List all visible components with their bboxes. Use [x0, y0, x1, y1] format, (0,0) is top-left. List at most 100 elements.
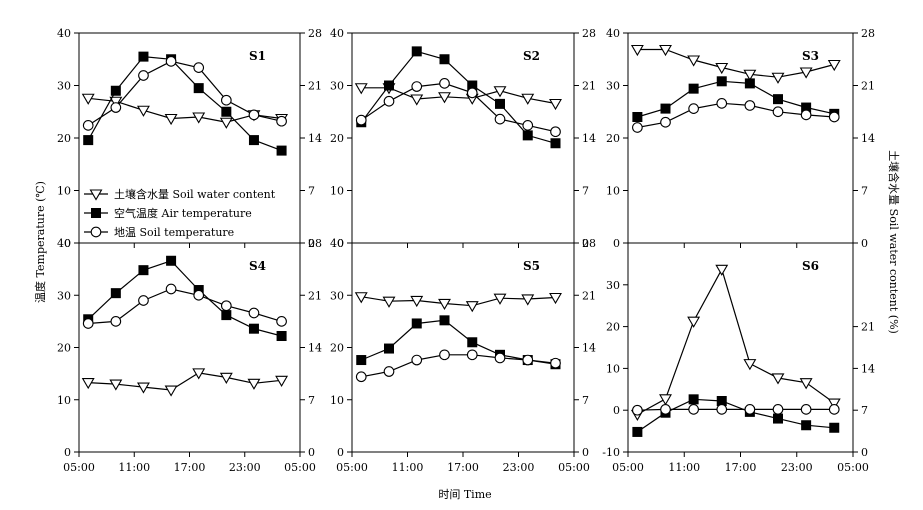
legend: 土壤含水量 Soil water content 空气温度 Air tempera…	[84, 187, 276, 239]
marker-soil-water	[715, 62, 729, 75]
plot-frame	[627, 242, 854, 453]
marker-soil-water	[827, 398, 841, 410]
marker-soil-water	[109, 379, 123, 391]
marker-soil-water	[192, 112, 206, 124]
marker-soil-temp	[355, 371, 367, 383]
marker-air-temp	[110, 85, 121, 96]
marker-soil-temp	[828, 111, 840, 123]
x-tick-label: 17:00	[174, 461, 206, 474]
marker-soil-water	[81, 93, 95, 105]
left-tick-label: 0	[337, 446, 344, 459]
marker-soil-temp	[411, 81, 423, 92]
left-tick-label: 10	[330, 185, 344, 198]
panel-label: S4	[249, 259, 266, 273]
left-tick-label: 0	[64, 446, 71, 459]
marker-soil-water	[109, 96, 123, 108]
marker-soil-temp	[90, 226, 102, 238]
marker-air-temp	[110, 288, 121, 299]
marker-soil-temp	[220, 300, 232, 312]
marker-soil-temp	[522, 354, 534, 366]
marker-soil-temp	[550, 126, 561, 138]
left-tick-label: 10	[606, 362, 620, 375]
panel-label: S3	[802, 49, 819, 63]
x-tick-label: 11:00	[118, 461, 150, 474]
marker-soil-temp	[660, 404, 671, 415]
series-line-soil-water	[637, 48, 835, 78]
panel-s6: -10 0 10 20 30 0 7 14 21 05:00 11:00 17:00 23:00 05:0…	[602, 242, 875, 474]
left-tick-label: 30	[606, 80, 620, 93]
panel-label: S5	[523, 259, 540, 273]
marker-soil-water	[410, 295, 424, 308]
series-line-soil-water	[637, 267, 835, 415]
marker-air-temp	[193, 83, 204, 94]
panel-label: S2	[523, 49, 540, 63]
marker-soil-temp	[220, 94, 232, 106]
right-tick-label: 21	[861, 321, 875, 334]
marker-soil-water	[771, 373, 785, 385]
left-tick-label: 0	[337, 237, 344, 250]
marker-soil-water	[465, 301, 479, 313]
marker-air-temp	[356, 355, 367, 366]
marker-soil-temp	[660, 116, 671, 128]
legend-label: 地温 Soil temperature	[114, 226, 234, 239]
marker-soil-temp	[165, 283, 177, 295]
marker-soil-water	[89, 189, 103, 201]
marker-soil-temp	[800, 109, 812, 121]
marker-soil-temp	[276, 115, 287, 127]
marker-air-temp	[138, 265, 149, 276]
marker-air-temp	[276, 331, 287, 342]
marker-soil-water	[799, 67, 813, 79]
marker-soil-water	[493, 86, 507, 98]
right-tick-label: 0	[308, 446, 315, 459]
left-tick-label: 30	[606, 279, 620, 292]
panel-label: S1	[249, 49, 266, 63]
marker-soil-water	[81, 378, 95, 390]
marker-air-temp	[138, 51, 149, 62]
marker-air-temp	[550, 138, 561, 149]
marker-soil-water	[275, 375, 289, 387]
right-tick-label: 0	[861, 237, 868, 250]
x-axis-title: 时间 Time	[438, 488, 491, 501]
marker-soil-temp	[744, 404, 756, 415]
right-tick-label: 0	[308, 237, 315, 250]
marker-soil-temp	[828, 404, 840, 415]
plot-frame	[351, 32, 575, 244]
right-tick-label: 14	[582, 342, 596, 355]
left-tick-label: 40	[330, 27, 344, 40]
right-tick-label: 21	[582, 289, 596, 302]
x-tick-label: 05:00	[284, 461, 316, 474]
marker-air-temp	[221, 106, 232, 117]
legend-item-air-temp: 空气温度 Air temperature	[84, 206, 252, 220]
legend-item-soil-water: 土壤含水量 Soil water content	[84, 187, 276, 201]
marker-soil-temp	[439, 78, 450, 89]
x-tick-label: 23:00	[229, 461, 261, 474]
marker-soil-water	[493, 293, 507, 305]
marker-air-temp	[632, 426, 643, 437]
marker-soil-temp	[772, 404, 784, 415]
marker-soil-temp	[800, 404, 812, 415]
right-tick-label: 14	[308, 342, 322, 355]
legend-label: 土壤含水量 Soil water content	[114, 187, 276, 201]
left-tick-label: 10	[57, 185, 71, 198]
marker-soil-water	[137, 105, 150, 117]
marker-soil-temp	[744, 100, 756, 111]
left-tick-label: 30	[57, 80, 71, 93]
marker-soil-water	[438, 92, 451, 104]
marker-soil-water	[827, 59, 841, 72]
marker-air-temp	[632, 112, 643, 122]
marker-soil-water	[354, 292, 368, 304]
marker-soil-temp	[138, 70, 149, 81]
marker-air-temp	[276, 145, 287, 156]
marker-soil-water	[382, 296, 396, 308]
right-tick-label: 14	[861, 132, 875, 145]
right-tick-label: 28	[861, 27, 875, 40]
marker-soil-temp	[110, 316, 122, 327]
right-tick-label: 21	[861, 80, 875, 93]
x-tick-label: 05:00	[63, 461, 95, 474]
marker-soil-water	[164, 385, 178, 397]
marker-soil-temp	[632, 404, 643, 416]
marker-soil-temp	[688, 404, 699, 415]
